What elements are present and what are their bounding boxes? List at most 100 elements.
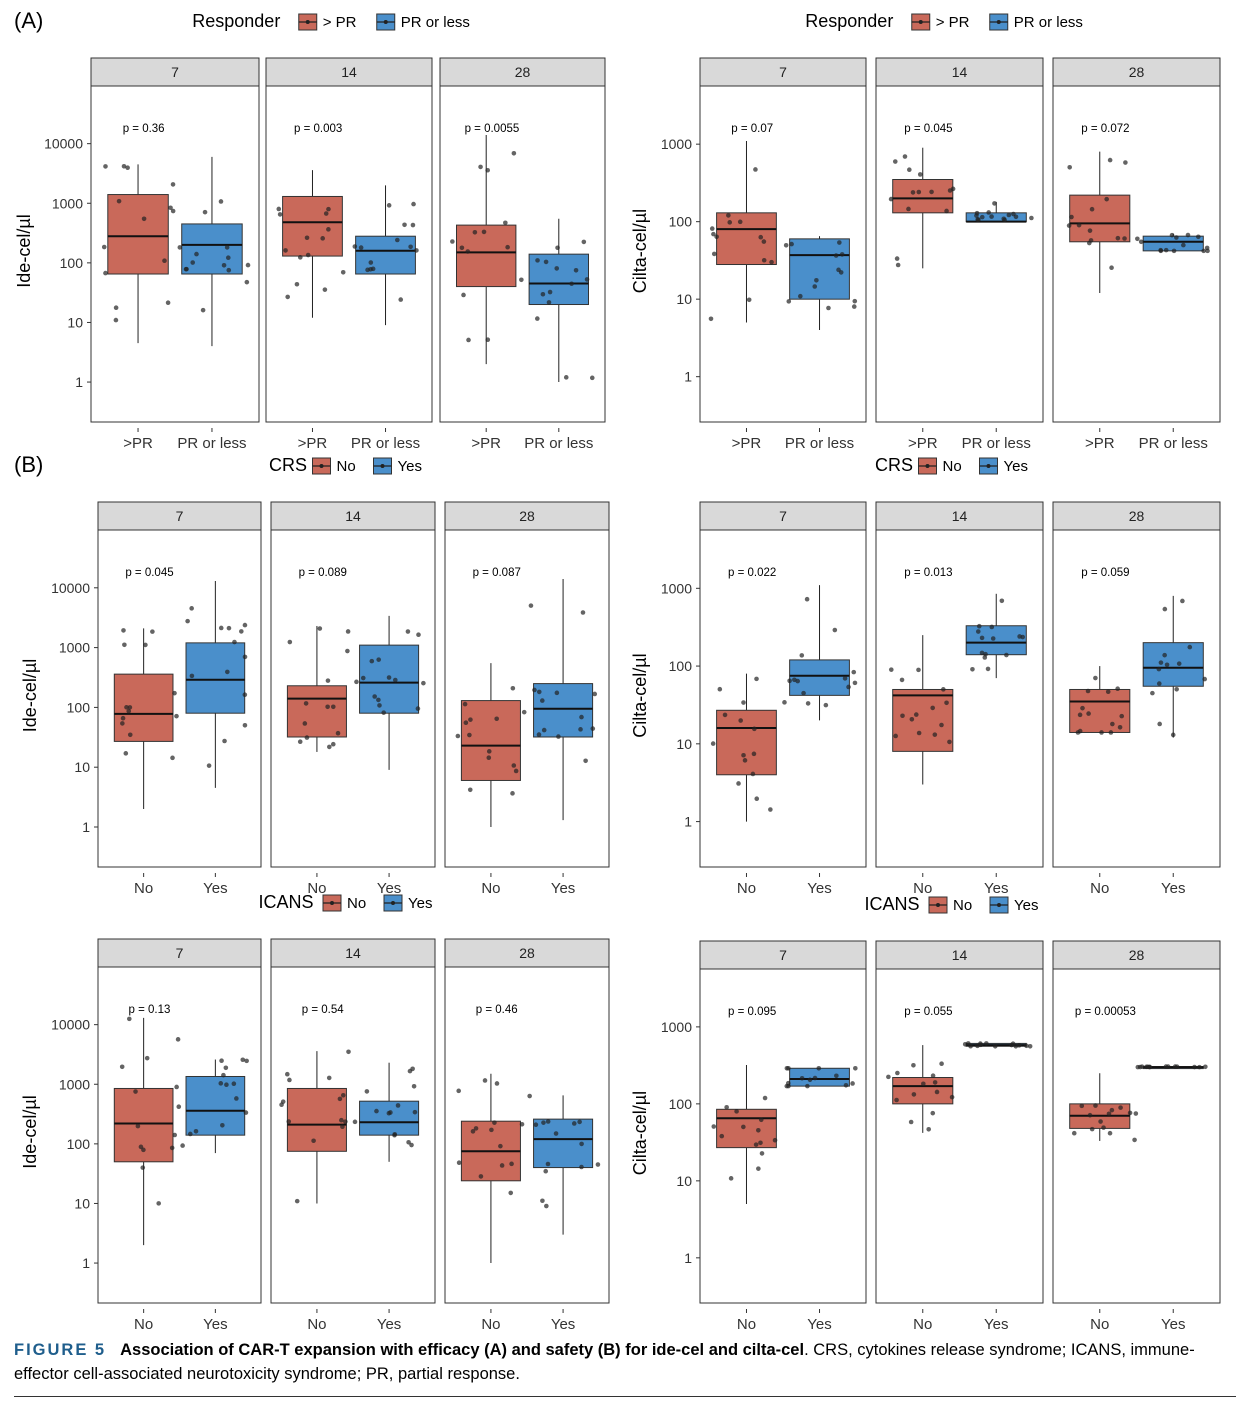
data-point: [540, 1198, 545, 1204]
data-point: [894, 1097, 899, 1103]
data-point: [386, 675, 392, 680]
data-point: [979, 650, 985, 656]
data-point: [322, 287, 328, 292]
data-point: [746, 297, 752, 303]
facet-28: 28 p = 0.00053 No Yes: [1052, 940, 1221, 1330]
facet-7: 7 p = 0.095 No Yes: [699, 940, 867, 1330]
data-point: [579, 1141, 584, 1147]
data-point: [979, 635, 985, 641]
data-point: [916, 189, 922, 195]
data-point: [761, 239, 767, 244]
data-point: [1205, 248, 1210, 254]
data-point: [176, 1104, 182, 1110]
data-point: [1163, 247, 1169, 253]
data-point: [789, 241, 794, 247]
data-point: [805, 701, 811, 706]
legend: Responder > PR PR or less: [805, 11, 1083, 31]
data-point: [240, 1057, 246, 1063]
facet-14: 14 p = 0.013 No Yes: [875, 501, 1044, 897]
facet-strip: [444, 938, 610, 968]
data-point: [759, 1151, 765, 1156]
data-point: [1076, 222, 1082, 228]
facet-14: 14 p = 0.003 >PR PR or less: [265, 57, 433, 452]
caption-text: . CRS, cytokines release syndrome; ICANS…: [14, 1341, 1195, 1383]
box: [892, 1077, 954, 1105]
data-point: [553, 1131, 559, 1136]
facet-frame: [875, 968, 1044, 1304]
data-point: [503, 220, 508, 226]
data-point: [992, 201, 997, 206]
data-point: [801, 690, 806, 696]
chart-1: Responder > PR PR or less Ide-cel/µl 1 10 100 1…: [14, 11, 606, 452]
data-point: [900, 713, 905, 719]
data-point: [185, 618, 190, 624]
y-tick-label: 10000: [51, 1017, 90, 1033]
data-point: [406, 1139, 411, 1145]
data-point: [1185, 232, 1191, 238]
box: [185, 1075, 246, 1136]
data-point: [377, 703, 382, 708]
data-point: [717, 686, 723, 692]
data-point: [1174, 687, 1179, 692]
p-value-label: p = 0.46: [476, 1004, 518, 1016]
data-point: [899, 677, 905, 683]
legend-entry-2: Yes: [1014, 897, 1038, 914]
data-point: [1087, 228, 1093, 233]
facet-strip: [875, 501, 1044, 531]
legend-key-point: [319, 464, 324, 468]
data-point: [1139, 1064, 1145, 1069]
legend: CRS No Yes: [875, 455, 1028, 475]
data-point: [992, 1043, 998, 1049]
data-point: [135, 1123, 141, 1129]
data-point: [1077, 712, 1083, 718]
panel-label-a: (A): [14, 8, 44, 33]
x-tick-label: Yes: [203, 1316, 227, 1330]
y-axis-label: Cilta-cel/µl: [630, 209, 650, 293]
data-point: [325, 678, 331, 683]
chart-6: ICANS No Yes Cilta-cel/µl 1 10 100 1000 7 p = 0.0…: [630, 894, 1221, 1330]
data-point: [374, 1108, 379, 1114]
data-point: [1133, 1111, 1139, 1116]
box: [107, 194, 169, 275]
box-group1: [711, 1064, 778, 1205]
facet-strip-label: 28: [1129, 64, 1145, 80]
data-point: [416, 632, 421, 638]
data-point: [826, 305, 831, 311]
data-point: [1086, 711, 1091, 716]
data-point: [323, 211, 329, 216]
box-group2: [352, 185, 419, 326]
figure-canvas: Responder > PR PR or less Ide-cel/µl 1 10 100 1…: [14, 11, 1221, 1330]
data-point: [752, 726, 757, 732]
data-point: [187, 1131, 193, 1137]
data-point: [1115, 235, 1121, 241]
data-point: [1107, 1130, 1113, 1136]
panel-label-b: (B): [14, 452, 44, 477]
data-point: [486, 749, 492, 754]
data-point: [410, 222, 416, 228]
legend-key-point: [383, 20, 388, 24]
p-value-label: p = 0.022: [728, 567, 776, 579]
box-group2: [352, 1062, 420, 1162]
facet-28: 28 p = 0.087 No Yes: [444, 501, 610, 897]
legend-entry-2: PR or less: [401, 14, 470, 31]
legend-key-point: [330, 901, 334, 905]
box: [716, 709, 777, 776]
box: [716, 1108, 777, 1149]
data-point: [286, 1119, 292, 1124]
data-point: [125, 165, 130, 171]
facet-strip-label: 7: [779, 64, 787, 80]
p-value-label: p = 0.059: [1081, 567, 1129, 579]
data-point: [472, 229, 478, 235]
data-point: [463, 720, 469, 726]
data-point: [470, 1129, 476, 1134]
data-point: [930, 1110, 936, 1116]
data-point: [521, 709, 527, 715]
legend-key-point: [986, 464, 991, 468]
data-point: [510, 791, 515, 796]
data-point: [337, 1096, 343, 1102]
box-group1: [1069, 666, 1131, 735]
facet-frame: [699, 529, 867, 868]
data-point: [120, 721, 125, 726]
data-point: [926, 1126, 931, 1132]
data-point: [168, 205, 173, 211]
